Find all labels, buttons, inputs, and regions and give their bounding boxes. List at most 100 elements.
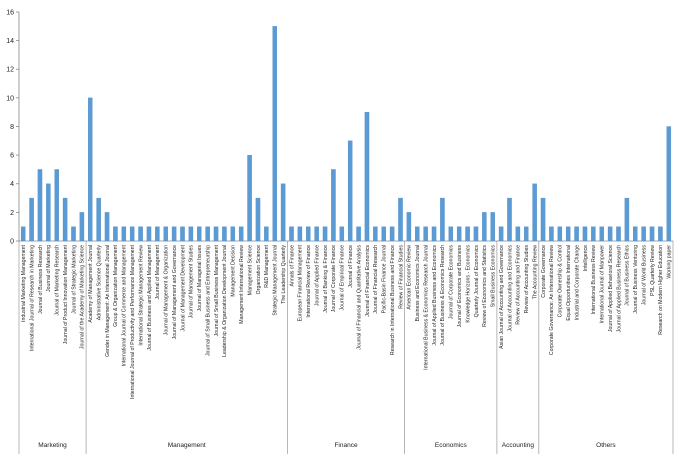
x-tick-label: Asian Journal of Accounting and Governan… <box>499 245 505 349</box>
bar <box>46 183 51 242</box>
x-tick-label: Journal of Banking & Finance <box>323 245 329 313</box>
bar <box>482 212 487 242</box>
x-tick-label: Corporate Governance: An International R… <box>549 245 555 355</box>
group-label: Marketing <box>38 442 67 449</box>
group-label: Management <box>168 442 206 449</box>
bar <box>171 226 177 242</box>
x-tick-label: Journal of Applied Business and Economic… <box>432 245 438 346</box>
x-tick-label: Management International Review <box>239 245 245 324</box>
x-tick-label: Journal of Business Venturing <box>633 245 639 314</box>
bar <box>507 197 512 242</box>
bar <box>331 169 336 242</box>
x-tick-label: Journal of Empirical Finance <box>340 245 346 311</box>
bar <box>532 183 537 242</box>
group-label: Others <box>596 442 616 449</box>
bar <box>213 226 219 242</box>
x-tick-label: Journal of Management & Organization <box>164 245 170 335</box>
bar <box>465 226 470 242</box>
bar <box>624 197 630 242</box>
x-tick-label: Journal of Management Studies <box>189 245 195 319</box>
bar <box>322 226 328 242</box>
bar <box>255 197 261 242</box>
category-labels: Industrial Marketing Management Internati… <box>21 244 673 399</box>
x-tick-label: Journal of Applied Behavioral Science <box>608 245 614 332</box>
x-tick-label: Journal of Business Ethics <box>625 245 631 306</box>
x-tick-label: International Business & Economics Resea… <box>423 245 429 370</box>
bar <box>280 183 286 242</box>
bar <box>364 112 370 242</box>
group-label: Finance <box>334 442 358 449</box>
x-tick-label: Corporate Ownership & Control <box>558 245 564 317</box>
bar <box>339 226 345 242</box>
bar <box>658 226 663 242</box>
x-tick-label: Review of Accounting Studies <box>524 245 530 314</box>
x-tick-label: Management Science <box>247 245 253 295</box>
bar <box>406 212 412 242</box>
x-tick-label: International Journal of Research in Mar… <box>29 245 35 351</box>
x-tick-label: Administrative Science Quarterly <box>96 245 102 321</box>
x-tick-label: European Financial Management <box>298 244 304 321</box>
x-tick-label: Journal of Strategic Marketing <box>71 245 77 314</box>
bar <box>71 226 76 242</box>
x-tick-label: Journal of Management <box>155 244 161 299</box>
bar <box>121 226 127 242</box>
bar <box>238 226 244 242</box>
x-tick-label: Knowledge Horizons - Economics <box>465 245 471 323</box>
x-tick-label: Journal of Financial and Quantitative An… <box>356 245 362 350</box>
x-tick-label: Industrial and Corporate Change <box>574 245 580 320</box>
x-tick-label: Leadership & Organization Development Jo… <box>222 245 228 357</box>
bar <box>666 126 672 242</box>
x-tick-label: Small Business Economics <box>491 245 497 308</box>
bar <box>104 212 110 242</box>
bar <box>272 26 277 242</box>
bar <box>197 226 202 242</box>
y-tick-label: 14 <box>6 38 14 45</box>
x-tick-label: Journal of Management and Governance <box>172 245 178 339</box>
bar <box>398 197 403 242</box>
x-tick-label: Gender in Management: An International J… <box>105 245 111 357</box>
bar <box>515 226 521 242</box>
x-tick-label: International Business Review <box>591 245 597 315</box>
x-tick-label: Journal of Business Research <box>38 245 44 314</box>
x-tick-label: Pacific-Basin Finance Journal <box>382 245 388 313</box>
group-label: Accounting <box>502 442 535 449</box>
bar <box>574 226 579 242</box>
y-tick-label: 6 <box>10 153 14 160</box>
x-tick-label: Journal of Financial Economics <box>365 245 371 317</box>
bar <box>37 169 43 242</box>
x-tick-label: Journal of Management Development <box>180 244 186 331</box>
x-tick-label: Quarterly Journal of Economics <box>474 245 480 318</box>
x-tick-label: Strategic Management Journal <box>273 245 279 316</box>
x-tick-label: Business and Economics Journal <box>415 245 421 321</box>
bar <box>540 197 546 242</box>
bar <box>456 226 462 242</box>
x-tick-label: PSL Quarterly Review <box>650 245 656 296</box>
x-tick-label: Journal of Corporate Economics <box>449 245 455 320</box>
bar <box>188 226 194 242</box>
bar <box>389 226 395 242</box>
bar <box>557 226 563 242</box>
x-tick-label: International Journal of Productivity an… <box>130 244 136 399</box>
x-tick-label: Journal of Applied Finance <box>314 245 320 306</box>
x-tick-label: Group & Organization Management <box>113 244 119 326</box>
x-tick-label: American Economic Review <box>407 245 413 310</box>
x-tick-label: Journal of Financial Research <box>373 245 379 314</box>
x-tick-label: Research in International Business and F… <box>390 245 396 355</box>
x-tick-label: Journal of Marketing Research <box>55 245 61 316</box>
bar <box>498 226 504 242</box>
x-tick-label: Intelligence <box>583 245 589 271</box>
y-tick-label: 12 <box>6 67 14 74</box>
x-tick-label: Organization Science <box>256 245 262 294</box>
bar <box>356 226 361 242</box>
bar <box>440 197 445 242</box>
y-axis: 0 2 4 6 8 10 12 14 16 <box>6 9 673 245</box>
x-tick-label: Journal of Economics and Business <box>457 245 463 328</box>
bar <box>163 226 168 242</box>
x-tick-label: International Review of Finance <box>306 245 312 318</box>
x-tick-label: Journal of Applied Business Research <box>616 245 622 332</box>
x-tick-label: International Journal of Manpower <box>600 245 606 324</box>
x-tick-label: Journal of Small Business and Entreprene… <box>205 245 211 356</box>
x-tick-label: Academy of Management Journal <box>88 245 94 323</box>
x-tick-label: Industrial Marketing Management <box>21 244 27 322</box>
